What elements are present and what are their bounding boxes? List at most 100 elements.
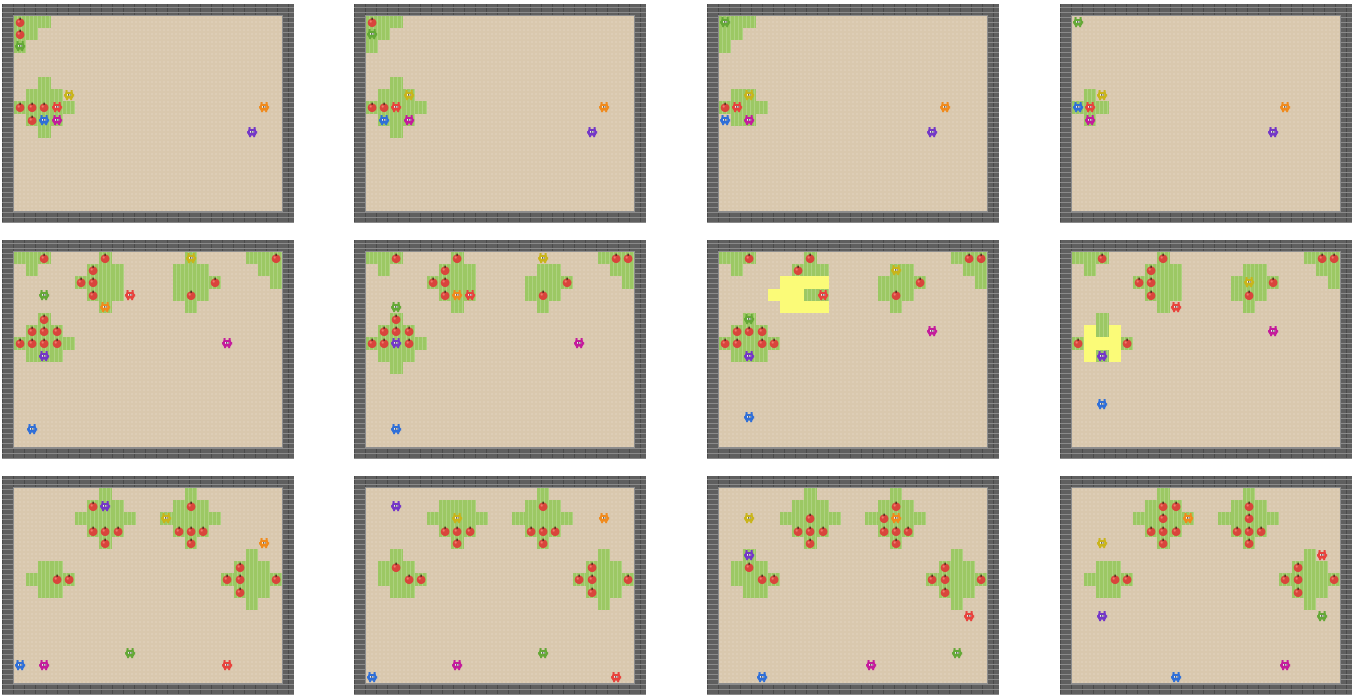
apple-icon bbox=[1292, 573, 1304, 585]
apple-icon bbox=[270, 252, 282, 264]
game-frame-7 bbox=[707, 240, 999, 459]
grass-tile bbox=[549, 276, 562, 289]
apple-icon bbox=[1170, 500, 1182, 512]
grass-tile bbox=[524, 500, 537, 513]
agent-red-icon bbox=[1084, 101, 1096, 113]
apple-icon bbox=[26, 101, 38, 113]
grass-tile bbox=[1084, 573, 1097, 586]
agent-purple-icon bbox=[1096, 350, 1108, 362]
grass-tile bbox=[475, 512, 488, 525]
grass-tile bbox=[1145, 512, 1158, 525]
apple-icon bbox=[549, 525, 561, 537]
grass-tile bbox=[390, 361, 403, 374]
apple-icon bbox=[537, 537, 549, 549]
apple-icon bbox=[756, 325, 768, 337]
grass-tile bbox=[1303, 561, 1316, 574]
grass-tile bbox=[524, 512, 537, 525]
grass-tile bbox=[524, 288, 537, 301]
grass-tile bbox=[184, 512, 197, 525]
grass-tile bbox=[914, 512, 927, 525]
sand-floor bbox=[366, 488, 635, 683]
sand-floor bbox=[366, 252, 635, 447]
apple-icon bbox=[14, 101, 26, 113]
grass-tile bbox=[1255, 276, 1268, 289]
grass-tile bbox=[1169, 512, 1182, 525]
apple-icon bbox=[914, 276, 926, 288]
grass-tile bbox=[950, 585, 963, 598]
grass-tile bbox=[731, 264, 744, 277]
grass-tile bbox=[889, 300, 902, 313]
apple-icon bbox=[1157, 512, 1169, 524]
game-frame-5 bbox=[2, 240, 294, 459]
agent-red-icon bbox=[817, 289, 829, 301]
grass-tile bbox=[902, 512, 915, 525]
grass-tile bbox=[451, 300, 464, 313]
grass-tile bbox=[902, 276, 915, 289]
apple-icon bbox=[51, 337, 63, 349]
grass-tile bbox=[865, 512, 878, 525]
apple-icon bbox=[610, 252, 622, 264]
grass-tile bbox=[378, 16, 391, 29]
grass-tile bbox=[26, 28, 39, 41]
apple-icon bbox=[112, 525, 124, 537]
grass-tile bbox=[743, 101, 756, 114]
apple-icon bbox=[792, 264, 804, 276]
grass-tile bbox=[743, 337, 756, 350]
apple-icon bbox=[878, 512, 890, 524]
agent-purple-icon bbox=[586, 126, 598, 138]
apple-icon bbox=[573, 573, 585, 585]
agent-blue-icon bbox=[1096, 398, 1108, 410]
apple-icon bbox=[427, 276, 439, 288]
grass-tile bbox=[390, 77, 403, 90]
grass-tile bbox=[26, 264, 39, 277]
grass-tile bbox=[378, 561, 391, 574]
grass-tile bbox=[402, 349, 415, 362]
agent-orange-icon bbox=[939, 101, 951, 113]
grass-tile bbox=[172, 264, 185, 277]
agent-green-icon bbox=[390, 301, 402, 313]
apple-icon bbox=[197, 525, 209, 537]
grass-tile bbox=[1267, 512, 1280, 525]
agent-blue-icon bbox=[719, 114, 731, 126]
highlight-tile bbox=[804, 300, 817, 313]
agent-purple-icon bbox=[390, 337, 402, 349]
grass-tile bbox=[38, 125, 51, 138]
grass-tile bbox=[50, 585, 63, 598]
grass-tile bbox=[549, 288, 562, 301]
grass-tile bbox=[75, 512, 88, 525]
apple-icon bbox=[743, 561, 755, 573]
apple-icon bbox=[87, 500, 99, 512]
agent-blue-icon bbox=[378, 114, 390, 126]
apple-icon bbox=[586, 561, 598, 573]
agent-blue-icon bbox=[756, 671, 768, 683]
grass-tile bbox=[366, 252, 379, 265]
apple-icon bbox=[1255, 525, 1267, 537]
apple-icon bbox=[804, 512, 816, 524]
apple-icon bbox=[439, 289, 451, 301]
grass-tile bbox=[804, 264, 817, 277]
apple-icon bbox=[378, 325, 390, 337]
grass-tile bbox=[1157, 488, 1170, 501]
grass-tile bbox=[197, 288, 210, 301]
grass-tile bbox=[270, 264, 283, 277]
grass-tile bbox=[1157, 276, 1170, 289]
grass-tile bbox=[50, 349, 63, 362]
grass-tile bbox=[536, 300, 549, 313]
grass-tile bbox=[463, 264, 476, 277]
apple-icon bbox=[38, 337, 50, 349]
grass-tile bbox=[1255, 500, 1268, 513]
agent-yellow-icon bbox=[1096, 537, 1108, 549]
grass-tile bbox=[877, 500, 890, 513]
agent-orange-icon bbox=[99, 301, 111, 313]
apple-icon bbox=[1157, 537, 1169, 549]
apple-icon bbox=[390, 561, 402, 573]
agent-orange-icon bbox=[451, 289, 463, 301]
grass-tile bbox=[804, 500, 817, 513]
apple-icon bbox=[1157, 252, 1169, 264]
agent-orange-icon bbox=[598, 512, 610, 524]
agent-orange-icon bbox=[890, 512, 902, 524]
grass-tile bbox=[622, 264, 635, 277]
grass-tile bbox=[111, 500, 124, 513]
apple-icon bbox=[415, 573, 427, 585]
grass-tile bbox=[1303, 597, 1316, 610]
